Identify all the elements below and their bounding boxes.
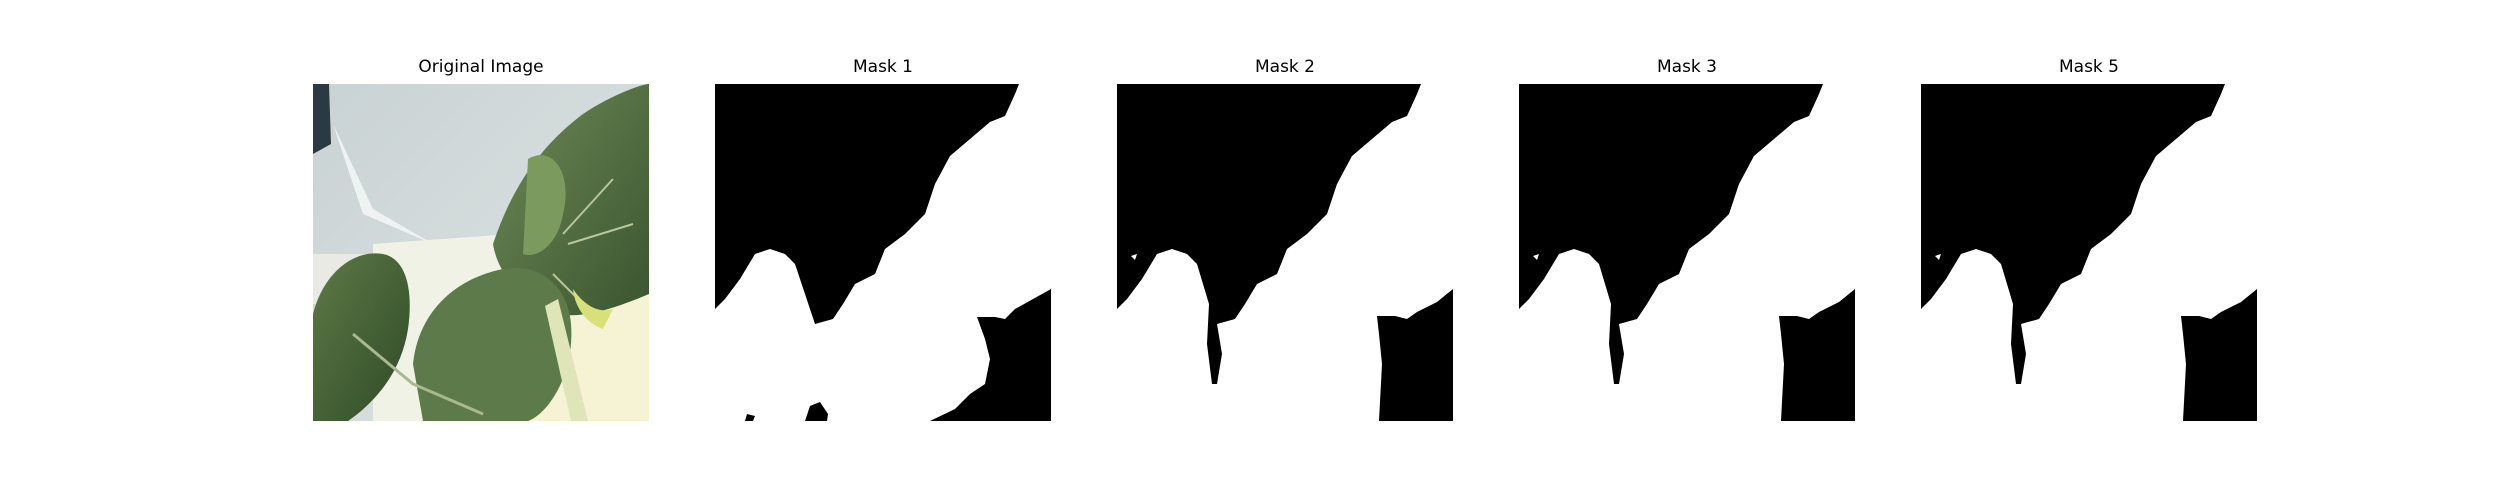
panel-original-image: Original Image [313, 0, 649, 500]
segmentation-mask-2 [1117, 84, 1453, 421]
segmentation-mask-3 [1519, 84, 1855, 421]
panel-mask-2: Mask 2 [1117, 0, 1453, 500]
panel-title: Mask 2 [1254, 57, 1315, 77]
panel-title: Mask 3 [1656, 57, 1717, 77]
panel-mask-5: Mask 5 [1921, 0, 2257, 500]
segmentation-mask-1 [715, 84, 1051, 421]
panel-title: Mask 1 [852, 57, 913, 77]
segmentation-mask-5 [1921, 84, 2257, 421]
original-plant-photo [313, 84, 649, 421]
panel-mask-3: Mask 3 [1519, 0, 1855, 500]
panel-title: Mask 5 [2058, 57, 2119, 77]
panel-mask-1: Mask 1 [715, 0, 1051, 500]
panel-title: Original Image [418, 57, 544, 77]
